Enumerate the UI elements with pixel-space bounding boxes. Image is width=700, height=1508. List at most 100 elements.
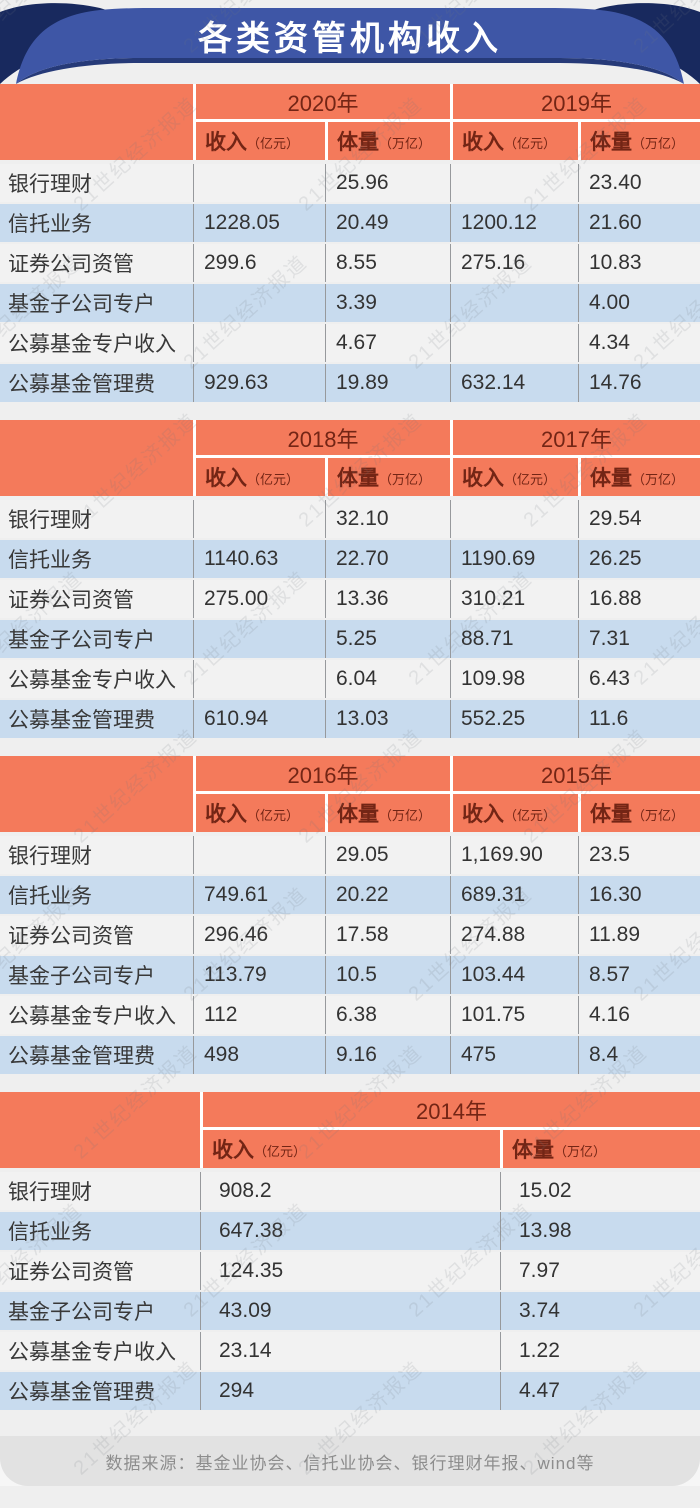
value-cell <box>450 500 578 538</box>
value-cell: 32.10 <box>325 500 450 538</box>
table-row: 证券公司资管 275.00 13.36 310.21 16.88 <box>0 580 700 618</box>
row-label: 证券公司资管 <box>8 1261 134 1284</box>
value-cell: 3.39 <box>325 284 450 322</box>
value-cell <box>193 500 325 538</box>
value-cell: 20.49 <box>325 204 450 242</box>
table-row: 基金子公司专户 113.79 10.5 103.44 8.57 <box>0 956 700 994</box>
row-label: 信托业务 <box>8 1221 92 1244</box>
value-cell <box>193 620 325 658</box>
value-cell <box>193 164 325 202</box>
row-label: 公募基金专户收入 <box>8 669 176 692</box>
row-label: 银行理财 <box>8 1181 92 1204</box>
value-cell: 109.98 <box>450 660 578 698</box>
value-cell: 22.70 <box>325 540 450 578</box>
table-corner-cell <box>0 756 193 832</box>
year-header: 2020年 <box>193 84 450 122</box>
row-label: 基金子公司专户 <box>8 965 155 988</box>
value-cell: 299.6 <box>193 244 325 282</box>
column-unit: （亿元） <box>247 807 300 823</box>
row-label: 银行理财 <box>8 845 92 868</box>
value-cell: 3.74 <box>500 1292 700 1330</box>
value-cell: 7.31 <box>578 620 700 658</box>
column-unit: （亿元） <box>504 807 557 823</box>
income-column-header: 收入 （亿元） <box>193 122 325 160</box>
value-cell: 4.67 <box>325 324 450 362</box>
value-cell: 113.79 <box>193 956 325 994</box>
table-row: 基金子公司专户 3.39 4.00 <box>0 284 700 322</box>
column-unit: （亿元） <box>254 1143 307 1159</box>
row-label: 基金子公司专户 <box>8 293 155 316</box>
value-cell: 4.47 <box>500 1372 700 1410</box>
value-cell: 610.94 <box>193 700 325 738</box>
value-cell: 8.4 <box>578 1036 700 1074</box>
column-label: 收入 <box>212 1139 254 1162</box>
value-cell: 498 <box>193 1036 325 1074</box>
column-unit: （亿元） <box>504 471 557 487</box>
column-unit: （亿元） <box>247 135 300 151</box>
volume-column-header: 体量 （万亿） <box>578 122 700 160</box>
table-body: 银行理财 29.05 1,169.90 23.5 信托业务 749.61 20.22 689.… <box>0 832 700 1074</box>
table-corner-cell <box>0 1092 200 1168</box>
column-label: 体量 <box>337 467 379 490</box>
value-cell: 13.03 <box>325 700 450 738</box>
table-body: 银行理财 908.2 15.02 信托业务 647.38 13.98 证券公司资管 124.3… <box>0 1168 700 1410</box>
column-unit: （万亿） <box>632 471 685 487</box>
value-cell: 23.5 <box>578 836 700 874</box>
value-cell: 29.54 <box>578 500 700 538</box>
volume-column-header: 体量 （万亿） <box>578 794 700 832</box>
source-area: 数据来源：基金业协会、信托业协会、银行理财年报、wind等 <box>0 1436 700 1486</box>
row-label: 银行理财 <box>8 173 92 196</box>
value-cell: 16.30 <box>578 876 700 914</box>
column-unit: （亿元） <box>504 135 557 151</box>
table-row: 公募基金管理费 610.94 13.03 552.25 11.6 <box>0 700 700 738</box>
column-label: 体量 <box>512 1139 554 1162</box>
income-column-header: 收入 （亿元） <box>450 122 578 160</box>
value-cell: 475 <box>450 1036 578 1074</box>
row-label: 公募基金专户收入 <box>8 1005 176 1028</box>
value-cell: 296.46 <box>193 916 325 954</box>
column-label: 体量 <box>590 131 632 154</box>
column-label: 体量 <box>337 803 379 826</box>
row-label: 信托业务 <box>8 549 92 572</box>
value-cell: 4.34 <box>578 324 700 362</box>
column-label: 收入 <box>205 131 247 154</box>
value-cell: 749.61 <box>193 876 325 914</box>
value-cell: 1200.12 <box>450 204 578 242</box>
table-row: 公募基金管理费 929.63 19.89 632.14 14.76 <box>0 364 700 402</box>
column-label: 收入 <box>205 803 247 826</box>
row-label: 公募基金管理费 <box>8 373 155 396</box>
row-label: 公募基金专户收入 <box>8 1341 176 1364</box>
value-cell: 20.22 <box>325 876 450 914</box>
table-row: 基金子公司专户 5.25 88.71 7.31 <box>0 620 700 658</box>
value-cell: 1.22 <box>500 1332 700 1370</box>
year-header: 2015年 <box>450 756 700 794</box>
value-cell: 124.35 <box>200 1252 500 1290</box>
column-label: 收入 <box>205 467 247 490</box>
table-header: 2020年 2019年 收入 （亿元） 体量 （万亿） 收入 （亿元） 体量 （万亿） <box>0 84 700 160</box>
row-label: 信托业务 <box>8 885 92 908</box>
column-unit: （万亿） <box>379 471 432 487</box>
value-cell: 10.83 <box>578 244 700 282</box>
value-cell: 8.55 <box>325 244 450 282</box>
table-header: 2018年 2017年 收入 （亿元） 体量 （万亿） 收入 （亿元） 体量 （万亿） <box>0 420 700 496</box>
table-row: 证券公司资管 296.46 17.58 274.88 11.89 <box>0 916 700 954</box>
table-row: 公募基金专户收入 6.04 109.98 6.43 <box>0 660 700 698</box>
value-cell: 294 <box>200 1372 500 1410</box>
column-label: 体量 <box>590 467 632 490</box>
column-unit: （万亿） <box>379 807 432 823</box>
value-cell: 5.25 <box>325 620 450 658</box>
value-cell: 6.38 <box>325 996 450 1034</box>
value-cell: 1140.63 <box>193 540 325 578</box>
table-corner-cell <box>0 420 193 496</box>
table-row: 银行理财 32.10 29.54 <box>0 500 700 538</box>
value-cell: 9.16 <box>325 1036 450 1074</box>
value-cell: 23.14 <box>200 1332 500 1370</box>
column-label: 收入 <box>462 803 504 826</box>
row-label: 基金子公司专户 <box>8 1301 155 1324</box>
value-cell: 16.88 <box>578 580 700 618</box>
value-cell: 1228.05 <box>193 204 325 242</box>
table-row: 信托业务 647.38 13.98 <box>0 1212 700 1250</box>
table-corner-cell <box>0 84 193 160</box>
table-row: 基金子公司专户 43.09 3.74 <box>0 1292 700 1330</box>
value-cell: 25.96 <box>325 164 450 202</box>
